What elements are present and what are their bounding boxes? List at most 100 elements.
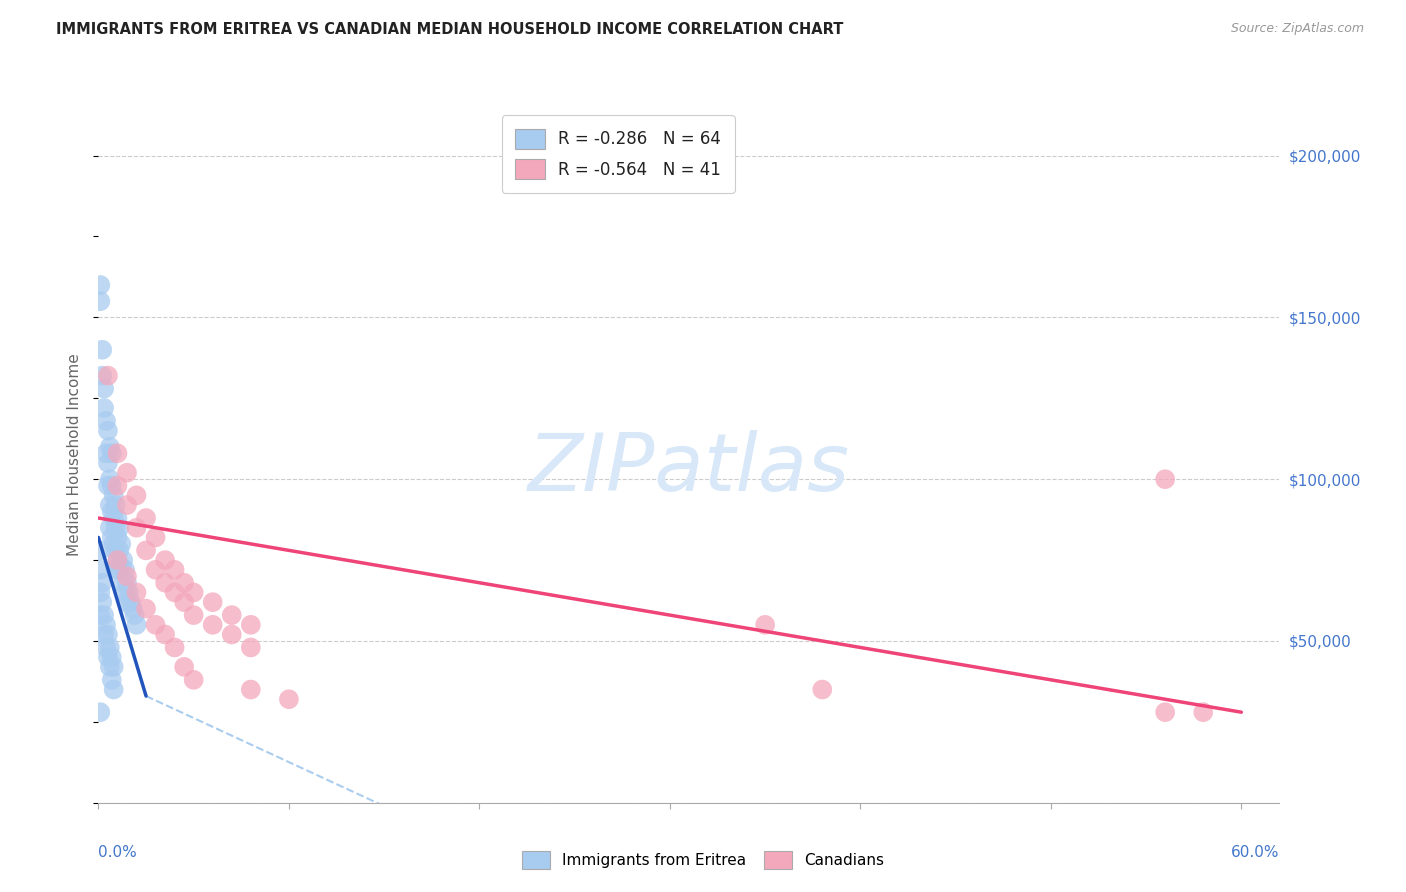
Point [135,543,157,558]
Point [135,601,157,615]
Point [98,472,121,486]
Point [173,575,195,590]
Point [201,595,224,609]
Point [107,511,129,525]
Point [89,705,111,719]
Point [811,682,834,697]
Point [107,553,129,567]
Point [115,569,138,583]
Point [98,640,121,655]
Text: 0.0%: 0.0% [98,845,138,860]
Point [125,617,148,632]
Point [107,446,129,460]
Point [94,414,117,428]
Point [118,585,141,599]
Point [173,595,195,609]
Point [153,553,176,567]
Point [125,488,148,502]
Point [153,575,176,590]
Point [1154,472,1177,486]
Point [89,278,111,293]
Point [115,595,138,609]
Point [239,682,262,697]
Point [100,504,122,518]
Point [754,617,776,632]
Point [163,585,186,599]
Point [221,608,243,623]
Point [183,608,205,623]
Point [108,543,131,558]
Point [125,585,148,599]
Point [100,446,122,460]
Point [145,617,167,632]
Legend: R = -0.286   N = 64, R = -0.564   N = 41: R = -0.286 N = 64, R = -0.564 N = 41 [502,115,734,193]
Point [239,640,262,655]
Point [94,446,117,460]
Point [183,585,205,599]
Point [114,563,136,577]
Point [97,650,120,665]
Point [112,553,135,567]
Point [100,673,122,687]
Point [201,617,224,632]
Point [277,692,299,706]
Point [104,521,127,535]
Point [91,368,114,383]
Point [108,521,131,535]
Point [107,478,129,492]
Point [93,627,115,641]
Point [1192,705,1215,719]
Y-axis label: Median Household Income: Median Household Income [67,353,83,557]
Point [97,424,120,438]
Text: 60.0%: 60.0% [1232,845,1279,860]
Point [91,343,114,357]
Point [91,595,114,609]
Point [89,563,111,577]
Point [173,660,195,674]
Point [98,498,121,512]
Text: Source: ZipAtlas.com: Source: ZipAtlas.com [1230,22,1364,36]
Point [104,498,127,512]
Point [89,294,111,309]
Point [104,563,127,577]
Point [93,608,115,623]
Point [98,440,121,454]
Point [97,478,120,492]
Point [115,498,138,512]
Point [103,660,125,674]
Point [97,368,120,383]
Point [163,563,186,577]
Point [89,585,111,599]
Point [135,511,157,525]
Point [100,531,122,545]
Text: ZIPatlas: ZIPatlas [527,430,851,508]
Point [124,608,146,623]
Point [145,531,167,545]
Point [114,585,136,599]
Point [110,559,132,574]
Point [94,640,117,655]
Point [97,456,120,470]
Point [94,617,117,632]
Point [103,488,125,502]
Legend: Immigrants from Eritrea, Canadians: Immigrants from Eritrea, Canadians [516,845,890,875]
Point [221,627,243,641]
Point [1154,705,1177,719]
Point [93,401,115,415]
Point [100,650,122,665]
Point [108,563,131,577]
Point [104,543,127,558]
Point [91,575,114,590]
Point [115,575,138,590]
Point [163,640,186,655]
Point [97,627,120,641]
Text: IMMIGRANTS FROM ERITREA VS CANADIAN MEDIAN HOUSEHOLD INCOME CORRELATION CHART: IMMIGRANTS FROM ERITREA VS CANADIAN MEDI… [56,22,844,37]
Point [100,478,122,492]
Point [125,521,148,535]
Point [103,682,125,697]
Point [145,563,167,577]
Point [103,511,125,525]
Point [153,627,176,641]
Point [103,537,125,551]
Point [112,575,135,590]
